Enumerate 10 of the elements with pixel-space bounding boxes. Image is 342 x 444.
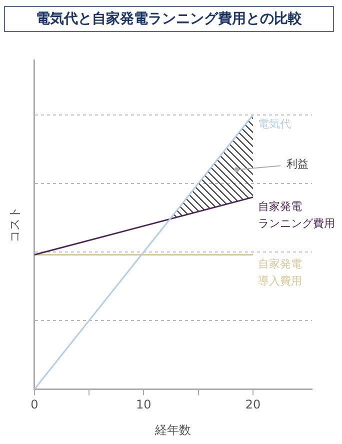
series-label: 電気代	[258, 118, 291, 131]
chart-title: 電気代と自家発電ランニング費用との比較	[4, 6, 334, 32]
annotation: 利益	[286, 158, 309, 171]
series-label: 自家発電導入費用	[258, 258, 302, 288]
x-axis-title: 経年数	[154, 422, 192, 437]
y-axis-title: コスト	[7, 206, 22, 243]
x-tick-label: 0	[30, 398, 38, 412]
x-tick-label: 10	[136, 398, 152, 412]
x-tick-label: 20	[245, 398, 261, 412]
series-label: 自家発電ランニング費用	[258, 200, 335, 230]
